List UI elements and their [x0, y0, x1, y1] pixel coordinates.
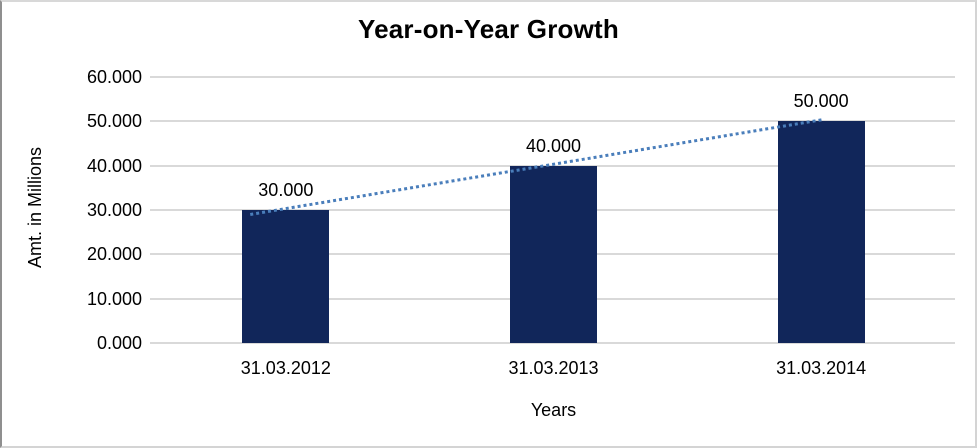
x-tick-label: 31.03.2012	[240, 358, 331, 378]
bar-1	[242, 210, 330, 343]
x-tick-label: 31.03.2014	[776, 358, 867, 378]
y-tick-label: 50.000	[86, 111, 142, 132]
gridline	[150, 120, 955, 123]
y-axis-tick-labels: 0.000 10.000 20.000 30.000 40.000 50.000 60.00…	[2, 67, 142, 353]
y-tick-label: 10.000	[86, 288, 142, 309]
bar-value-label: 30.000	[258, 180, 314, 200]
y-tick-label: 20.000	[86, 244, 142, 265]
bar-3	[777, 121, 865, 343]
bar-2	[510, 165, 597, 343]
y-tick-label: 0.000	[96, 333, 142, 353]
y-tick-label: 40.000	[86, 155, 142, 176]
chart-title: Year-on-Year Growth	[358, 14, 619, 44]
y-tick-label: 60.000	[86, 67, 142, 87]
gridline	[150, 342, 955, 344]
x-axis-title: Years	[530, 400, 577, 420]
plot-area: 30.000 40.000 50.000	[150, 76, 955, 344]
gridline	[150, 76, 955, 78]
y-tick-label: 30.000	[86, 200, 142, 220]
bar-value-label: 50.000	[793, 91, 849, 112]
x-tick-label: 31.03.2013	[508, 358, 599, 378]
x-axis-tick-labels: 31.03.2012 31.03.2013 31.03.2014	[152, 358, 955, 382]
bar-value-label: 40.000	[525, 135, 582, 156]
